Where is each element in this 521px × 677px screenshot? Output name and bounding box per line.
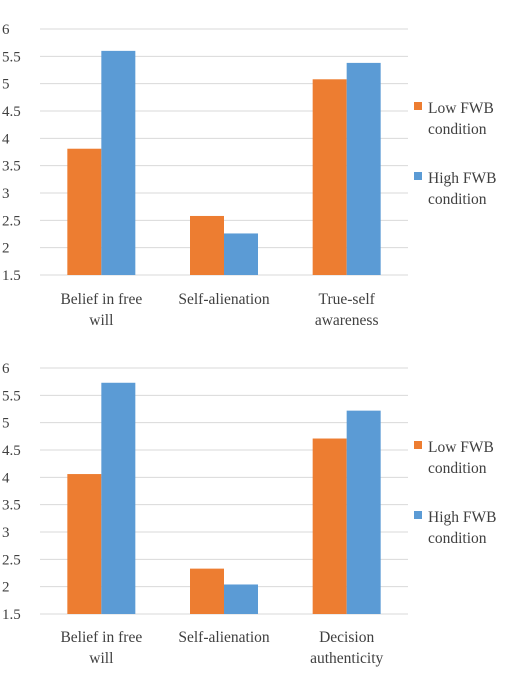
category-label: Belief in free xyxy=(60,291,142,308)
bar-series-1-category-2 xyxy=(346,410,381,614)
y-tick-label: 2.5 xyxy=(2,213,21,229)
y-tick-label: 1.5 xyxy=(2,268,21,284)
bar-series-1-category-1 xyxy=(224,584,258,614)
y-tick-label: 4.5 xyxy=(2,443,21,459)
bar-series-1-category-1 xyxy=(224,233,258,275)
legend-label: High FWB xyxy=(428,170,496,187)
bar-series-0-category-0 xyxy=(67,474,102,614)
y-tick-label: 5 xyxy=(2,416,10,432)
bar-series-0-category-1 xyxy=(190,568,224,614)
y-tick-label: 2 xyxy=(2,241,10,257)
category-label: will xyxy=(89,650,113,667)
y-tick-label: 3 xyxy=(2,186,10,202)
bar-series-1-category-2 xyxy=(346,62,381,275)
bar-series-1-category-0 xyxy=(101,382,136,614)
bar-series-0-category-2 xyxy=(312,438,347,614)
legend-swatch xyxy=(414,441,422,449)
legend-swatch xyxy=(414,102,422,110)
chart-panel-top: 1.5 2 2.5 3 3.5 4 4.5 5 5.5 6 Belief in free will Se… xyxy=(2,22,496,329)
category-label: Self-alienation xyxy=(178,291,269,308)
legend-swatch xyxy=(414,511,422,519)
y-tick-label: 5.5 xyxy=(2,49,21,65)
y-tick-label: 3 xyxy=(2,525,10,541)
legend-label: condition xyxy=(428,530,487,547)
y-tick-label: 6 xyxy=(2,361,10,377)
chart-panel-bottom: 1.5 2 2.5 3 3.5 4 4.5 5 5.5 6 Belief in free will Se… xyxy=(2,361,496,667)
category-label: Belief in free xyxy=(60,629,142,646)
legend-swatch xyxy=(414,172,422,180)
category-label: Decision xyxy=(319,629,374,646)
legend-label: High FWB xyxy=(428,509,496,526)
category-label: Self-alienation xyxy=(178,629,269,646)
legend-label: condition xyxy=(428,191,487,208)
y-tick-label: 6 xyxy=(2,22,10,38)
category-label: authenticity xyxy=(310,650,383,667)
y-tick-label: 5 xyxy=(2,77,10,93)
y-tick-label: 2.5 xyxy=(2,552,21,568)
bar-series-0-category-1 xyxy=(190,215,224,275)
y-tick-label: 3.5 xyxy=(2,159,21,175)
category-label: will xyxy=(89,312,113,329)
y-tick-label: 2 xyxy=(2,580,10,596)
y-tick-label: 4 xyxy=(2,131,10,147)
legend-label: condition xyxy=(428,121,487,138)
bar-series-0-category-2 xyxy=(312,79,347,275)
y-tick-label: 4.5 xyxy=(2,104,21,120)
y-tick-label: 4 xyxy=(2,470,10,486)
legend-label: Low FWB xyxy=(428,439,494,456)
category-label: True-self xyxy=(319,291,376,308)
bar-series-1-category-0 xyxy=(101,50,136,275)
category-label: awareness xyxy=(315,312,379,329)
y-tick-label: 5.5 xyxy=(2,388,21,404)
bar-series-0-category-0 xyxy=(67,148,102,275)
y-tick-label: 1.5 xyxy=(2,607,21,623)
legend-label: Low FWB xyxy=(428,100,494,117)
y-tick-label: 3.5 xyxy=(2,498,21,514)
legend-label: condition xyxy=(428,460,487,477)
